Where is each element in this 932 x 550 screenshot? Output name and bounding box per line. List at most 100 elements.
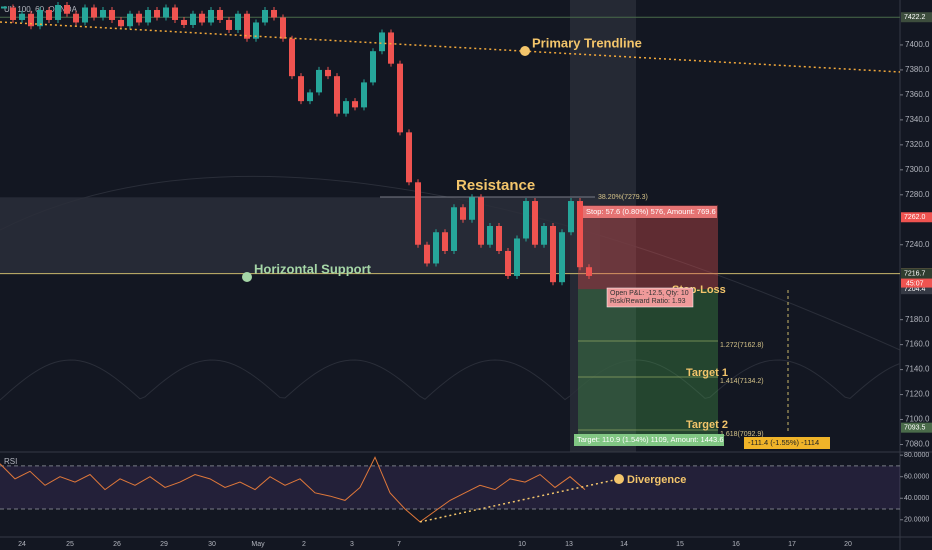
- x-tick-label: 2: [302, 541, 306, 548]
- candle: [415, 182, 421, 245]
- support-dot: [242, 272, 252, 282]
- rsi-label: RSI: [4, 457, 17, 466]
- trendline: [0, 21, 901, 73]
- stop-box: [578, 205, 718, 290]
- x-tick-label: 13: [565, 541, 573, 548]
- candle: [496, 226, 502, 251]
- candle: [55, 4, 61, 20]
- x-tick-label: 24: [18, 541, 26, 548]
- candle: [127, 13, 133, 27]
- y-tick-label: 7140.0: [905, 365, 930, 374]
- y-tick-label: 7400.0: [905, 40, 930, 49]
- candle: [406, 132, 412, 183]
- candle: [154, 9, 160, 18]
- rsi-line: [0, 456, 586, 523]
- candle: [226, 19, 232, 30]
- candle: [262, 9, 268, 23]
- candle: [280, 17, 286, 39]
- candle: [577, 201, 583, 268]
- target2-label: Target 2: [686, 419, 728, 431]
- y-tick-label: 7380.0: [905, 65, 930, 74]
- y-tick-label: 7120.0: [905, 390, 930, 399]
- candle: [505, 250, 511, 276]
- candle: [451, 207, 457, 251]
- candle: [586, 267, 592, 276]
- candle: [118, 19, 124, 27]
- price-tag-label: 7204.4: [904, 286, 926, 293]
- target-box: [578, 289, 718, 436]
- y-tick-label: 7240.0: [905, 240, 930, 249]
- candle: [253, 22, 259, 39]
- x-tick-label: 14: [620, 541, 628, 548]
- support-label: Horizontal Support: [254, 261, 372, 276]
- price-tag: [901, 212, 932, 223]
- candle: [379, 32, 385, 52]
- price-tag-label: 7093.5: [904, 424, 926, 431]
- measure-label: -111.4 (-1.55%) -1114: [748, 438, 819, 447]
- x-tick-label: 16: [732, 541, 740, 548]
- candle: [172, 7, 178, 20]
- x-tick-label: 3: [350, 541, 354, 548]
- target1-label: Target 1: [686, 367, 728, 379]
- candle: [37, 9, 43, 27]
- y-tick-label: 7280.0: [905, 190, 930, 199]
- x-tick-label: 7: [397, 541, 401, 548]
- target-box-label: Target: 110.9 (1.54%) 1109, Amount: 1443…: [577, 435, 724, 444]
- candle: [433, 232, 439, 264]
- x-tick-label: 25: [66, 541, 74, 548]
- candle: [145, 9, 151, 23]
- symbol-title: UK 100, 60, OANDA: [4, 5, 78, 14]
- fib-label: 1.618(7092.9): [720, 431, 764, 438]
- y-tick-label: 7180.0: [905, 315, 930, 324]
- candle: [82, 7, 88, 23]
- divergence-label: Divergence: [627, 474, 686, 486]
- divergence-line: [419, 478, 620, 523]
- trendline-dot: [520, 46, 530, 56]
- candle: [460, 207, 466, 220]
- y-tick-label: 7360.0: [905, 90, 930, 99]
- candle: [487, 226, 493, 245]
- candle: [388, 32, 394, 64]
- candle: [532, 201, 538, 245]
- candle: [109, 9, 115, 20]
- arc-decoration: [0, 176, 901, 351]
- x-tick-label: 20: [844, 541, 852, 548]
- candle: [325, 69, 331, 77]
- stop-box-label: Stop: 57.6 (0.80%) 576, Amount: 769.6: [586, 207, 716, 216]
- price-tag: [901, 422, 932, 433]
- candle: [478, 197, 484, 245]
- candle: [352, 101, 358, 108]
- price-tag-label: 7422.2: [904, 14, 926, 21]
- y-tick-label: 7100.0: [905, 415, 930, 424]
- x-tick-label: 17: [788, 541, 796, 548]
- target-box-label-bg: [574, 434, 724, 446]
- candle: [73, 13, 79, 23]
- candle: [397, 63, 403, 133]
- candle: [334, 76, 340, 114]
- measure-bg: [744, 437, 830, 449]
- rsi-band: [0, 465, 900, 509]
- x-tick-label: 29: [160, 541, 168, 548]
- open-pnl: Open P&L: -12.5, Qty: 10: [610, 290, 689, 297]
- y-tick-label: 7080.0: [905, 440, 930, 449]
- candle: [289, 38, 295, 77]
- candle: [217, 9, 223, 20]
- candle: [46, 9, 52, 20]
- candle: [424, 244, 430, 264]
- candle: [316, 69, 322, 93]
- candle: [10, 7, 16, 20]
- x-tick-label: 10: [518, 541, 526, 548]
- candle: [523, 201, 529, 239]
- x-tick-label: May: [251, 541, 265, 548]
- candle: [568, 201, 574, 233]
- trendline-label: Primary Trendline: [532, 35, 642, 50]
- x-tick-label: 26: [113, 541, 121, 548]
- divergence-dot: [614, 474, 624, 484]
- candle: [361, 82, 367, 108]
- candle: [235, 13, 241, 30]
- fib-label: 38.20%(7279.3): [598, 194, 648, 201]
- candle: [559, 232, 565, 283]
